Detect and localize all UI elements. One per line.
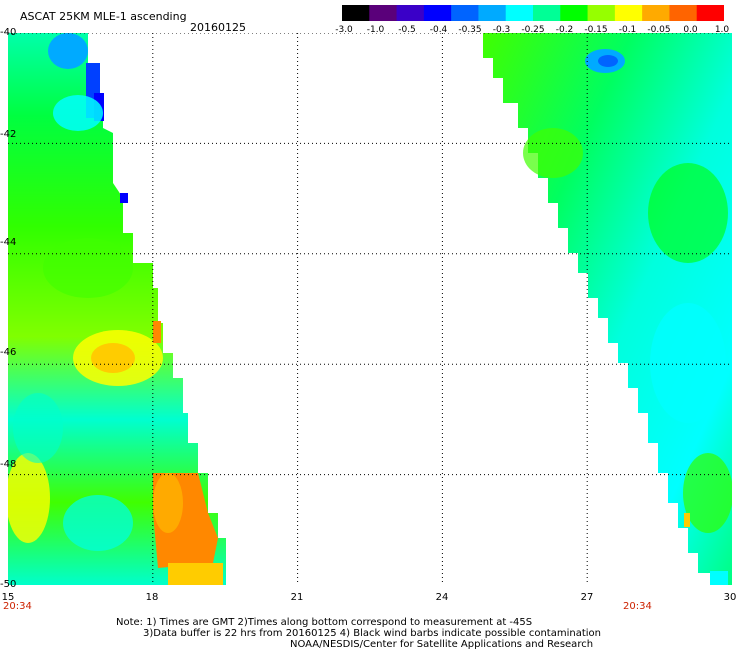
lon-label-24: 24	[435, 592, 449, 603]
footnote-line-1: Note: 1) Times are GMT 2)Times along bot…	[116, 617, 533, 628]
map-date: 20160125	[190, 21, 246, 34]
footnote-line-3: NOAA/NESDIS/Center for Satellite Applica…	[290, 639, 594, 650]
lat-label-48: -48	[0, 459, 17, 470]
color-scale-tick: -0.3	[492, 25, 511, 35]
map-plot-area	[8, 33, 732, 585]
color-scale-segment	[505, 5, 534, 21]
lon-label-18: 18	[145, 592, 159, 603]
pass-time-west: 20:34	[3, 601, 32, 612]
pass-time-east: 20:34	[623, 601, 652, 612]
color-scale-tick: -1.0	[366, 25, 385, 35]
lat-label-46: -46	[0, 347, 17, 358]
color-scale-segment	[560, 5, 589, 21]
lat-label-42: -42	[0, 129, 17, 140]
color-scale-tick: -0.4	[429, 25, 448, 35]
color-scale-segment	[669, 5, 698, 21]
color-scale-tick: -0.05	[647, 25, 671, 35]
color-scale-tick: -0.1	[618, 25, 637, 35]
lat-label-50: -50	[0, 579, 17, 590]
color-scale-tick: -3.0	[335, 25, 353, 35]
lat-label-40: -40	[0, 27, 17, 38]
lon-label-15: 15	[1, 592, 15, 603]
color-scale-segment	[533, 5, 561, 21]
map-title: ASCAT 25KM MLE-1 ascending	[20, 10, 187, 23]
color-scale-tick: 1.0	[714, 25, 730, 35]
footnote-line-2: 3)Data buffer is 22 hrs from 20160125 4)…	[143, 628, 601, 639]
color-scale-segment	[696, 5, 724, 21]
color-scale-tick: 0.0	[683, 25, 698, 35]
lon-label-21: 21	[290, 592, 304, 603]
east-swath	[483, 33, 732, 585]
color-scale-segment	[396, 5, 425, 21]
color-scale-tick: -0.35	[458, 25, 482, 35]
color-scale-segment	[642, 5, 670, 21]
color-scale-tick: -0.25	[521, 25, 545, 35]
color-scale-tick: -0.5	[398, 25, 416, 35]
color-scale-segment	[587, 5, 616, 21]
lat-lon-grid	[8, 33, 732, 585]
color-scale-segment	[342, 5, 370, 21]
color-scale-segment	[451, 5, 479, 21]
color-scale-bar	[342, 5, 724, 21]
color-scale-segment	[369, 5, 398, 21]
color-scale-segment	[614, 5, 643, 21]
lon-label-30: 30	[723, 592, 737, 603]
color-scale-tick: -0.2	[555, 25, 574, 35]
west-swath	[8, 33, 226, 585]
color-scale-segment	[478, 5, 507, 21]
color-scale-segment	[423, 5, 452, 21]
color-scale-tick: -0.15	[584, 25, 608, 35]
lon-label-27: 27	[580, 592, 594, 603]
lat-label-44: -44	[0, 237, 17, 248]
